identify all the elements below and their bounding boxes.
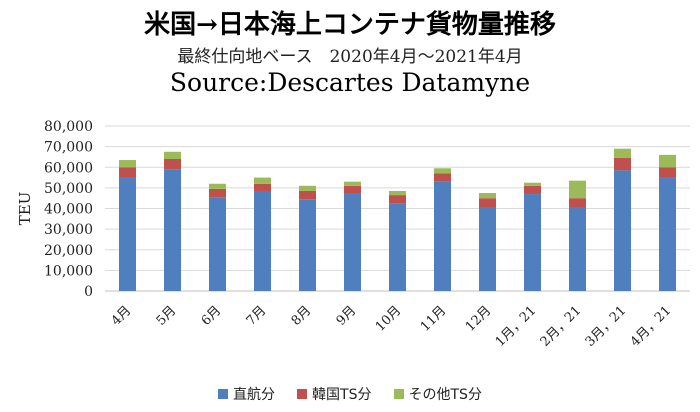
bar-segment [659,154,676,168]
bar-segment [254,183,271,191]
y-tick-label: 10,000 [44,263,93,279]
bar-segment [614,170,631,291]
bar-segment [299,199,316,291]
bar-segment [299,190,316,200]
bar-segment [524,194,541,291]
legend-item-direct: 直航分 [218,384,275,404]
bar-segment [479,198,496,208]
bar-segment [659,167,676,178]
legend-label-korea-ts: 韓国TS分 [312,387,372,403]
y-tick-label: 0 [84,284,93,300]
bar-segment [569,207,586,291]
bar-segment [389,195,406,204]
x-tick-label: 3月，21 [583,303,630,350]
bar-segment [344,185,361,194]
bar-segment [119,177,136,291]
bar-segment [479,207,496,291]
bar-segment [164,169,181,291]
bar-segment [614,157,631,171]
x-tick-label: 10月 [373,303,404,334]
bar-segment [524,182,541,186]
bar-segment [119,167,136,178]
chart-legend: 直航分 韓国TS分 その他TS分 [0,384,700,404]
x-tick-label: 9月 [334,303,360,329]
x-tick-label: 5月 [154,303,180,329]
y-tick-label: 50,000 [44,181,93,197]
bar-segment [254,177,271,184]
y-tick-label: 20,000 [44,243,93,259]
bar-segment [434,181,451,291]
x-tick-label: 4月，21 [628,303,675,350]
x-tick-label: 2月，21 [538,303,585,350]
bar-segment [614,148,631,158]
x-tick-label: 12月 [463,303,494,334]
bar-segment [119,160,136,168]
x-tick-label: 1月，21 [493,303,540,350]
bar-segment [434,173,451,182]
bar-segment [344,193,361,291]
chart-source: Source:Descartes Datamyne [169,68,531,97]
bar-segment [569,198,586,208]
legend-label-direct: 直航分 [233,387,276,403]
y-tick-label: 40,000 [44,202,93,218]
bar-segment [389,190,406,196]
y-tick-label: 70,000 [44,140,93,156]
bar-segment [299,185,316,191]
x-tick-label: 7月 [244,303,270,329]
x-tick-label: 8月 [289,303,315,329]
bar-segment [524,185,541,195]
y-tick-label: 30,000 [44,222,93,238]
y-tick-label: 60,000 [44,160,93,176]
bar-segment [164,151,181,159]
bar-segment [209,188,226,198]
bar-segment [569,180,586,199]
x-tick-label: 6月 [199,303,225,329]
bar-segment [659,177,676,291]
x-tick-label: 4月 [109,303,135,329]
legend-swatch-other-ts [393,389,404,399]
y-axis-label: TEU [16,192,34,226]
bar-segment [209,183,226,189]
legend-item-korea-ts: 韓国TS分 [297,384,372,404]
bar-segment [479,193,496,199]
x-tick-label: 11月 [418,303,449,334]
legend-item-other-ts: その他TS分 [393,384,482,404]
bar-segment [254,190,271,291]
legend-swatch-korea-ts [297,389,308,399]
legend-label-other-ts: その他TS分 [408,387,482,403]
legend-swatch-direct [218,389,229,399]
chart-subtitle: 最終仕向地ベース 2020年4月～2021年4月 [177,47,523,67]
bar-segment [164,159,181,170]
bar-segment [389,203,406,291]
bar-segment [434,168,451,174]
y-tick-label: 80,000 [44,119,93,135]
chart-title: 米国→日本海上コンテナ貨物量推移 [144,10,556,40]
bar-segment [209,197,226,291]
bar-segment [344,181,361,186]
